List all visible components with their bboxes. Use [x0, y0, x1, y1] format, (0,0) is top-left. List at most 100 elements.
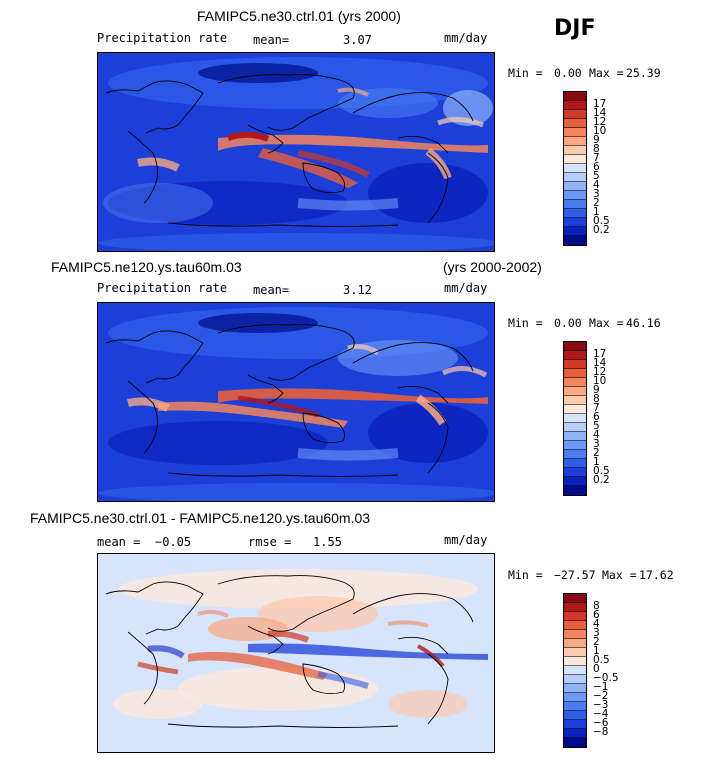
panel-3-rmse-value: 1.55: [313, 535, 342, 549]
colorbar-swatch: [564, 218, 586, 227]
colorbar-swatch: [564, 200, 586, 209]
colorbar-tick-label: 5: [593, 419, 600, 432]
colorbar-tick-label: 4: [593, 617, 600, 630]
panel-2-title-years: (yrs 2000-2002): [443, 259, 542, 275]
colorbar-tick-label: 2: [593, 196, 600, 209]
colorbar-swatch: [564, 146, 586, 155]
panel-2-mean-value: 3.12: [343, 283, 372, 297]
colorbar-tick-label: 0.2: [593, 473, 610, 486]
colorbar-tick-label: 7: [593, 151, 600, 164]
panel-2-max-value: 46.16: [626, 316, 661, 330]
colorbar-tick-label: 8: [593, 392, 600, 405]
colorbar-swatch: [564, 648, 586, 657]
panel-1-min-value: 0.00: [554, 66, 582, 80]
panel-1-colorbar-labels: 17 14 12 10 9 8 7 6 5 4 3 2 1 0.5 0.2: [593, 91, 633, 244]
colorbar-swatch: [564, 173, 586, 182]
colorbar-swatch: [564, 209, 586, 218]
panel-1-mean-label: mean=: [253, 33, 290, 47]
colorbar-swatch: [564, 459, 586, 468]
colorbar-tick-label: 8: [593, 142, 600, 155]
colorbar-tick-label: 3: [593, 187, 600, 200]
colorbar-swatch: [564, 119, 586, 128]
colorbar-tick-label: 12: [593, 365, 607, 378]
panel-1-max-label: Max =: [589, 66, 624, 80]
panel-3-colorbar: [563, 593, 587, 748]
colorbar-tick-label: 6: [593, 608, 600, 621]
colorbar-tick-label: 12: [593, 115, 607, 128]
colorbar-swatch: [564, 432, 586, 441]
colorbar-tick-label: 17: [593, 97, 607, 110]
colorbar-swatch: [564, 387, 586, 396]
panel-2-min-value: 0.00: [554, 316, 582, 330]
panel-3-title: FAMIPC5.ne30.ctrl.01 - FAMIPC5.ne120.ys.…: [30, 510, 371, 526]
colorbar-swatch: [564, 227, 586, 236]
colorbar-tick-label: −3: [593, 698, 609, 711]
colorbar-swatch: [564, 191, 586, 200]
panel-3-mean-label: mean =: [97, 535, 141, 549]
panel-3-min-value: −27.57: [554, 568, 596, 582]
colorbar-tick-label: 1: [593, 644, 600, 657]
colorbar-tick-label: 14: [593, 356, 607, 369]
colorbar-tick-label: −4: [593, 707, 609, 720]
colorbar-swatch: [564, 621, 586, 630]
colorbar-tick-label: −0.5: [593, 671, 619, 684]
colorbar-swatch: [564, 594, 586, 603]
panel-3-max-label: Max =: [602, 568, 637, 582]
panel-3-difference-map: [97, 553, 495, 753]
panel-1-colorbar: [563, 91, 587, 246]
colorbar-tick-label: 0.5: [593, 214, 610, 227]
colorbar-swatch: [564, 720, 586, 729]
colorbar-swatch: [564, 711, 586, 720]
colorbar-swatch: [564, 693, 586, 702]
panel-1-precip-map: [97, 52, 495, 252]
colorbar-swatch: [564, 92, 586, 101]
panel-3-colorbar-labels: 8 6 4 3 2 1 0.5 0 −0.5 −1 −2 −3 −4 −6 −8: [593, 593, 633, 746]
colorbar-tick-label: 8: [593, 599, 600, 612]
panel-2-colorbar-labels: 17 14 12 10 9 8 7 6 5 4 3 2 1 0.5 0.2: [593, 341, 633, 494]
panel-2-max-label: Max =: [589, 316, 624, 330]
colorbar-swatch: [564, 738, 586, 747]
panel-1-mean-value: 3.07: [343, 33, 372, 47]
colorbar-swatch: [564, 612, 586, 621]
panel-2-mean-label: mean=: [253, 283, 290, 297]
season-label: DJF: [554, 16, 596, 41]
colorbar-swatch: [564, 236, 586, 245]
panel-3-rmse-label: rmse =: [248, 535, 292, 549]
colorbar-tick-label: 1: [593, 205, 600, 218]
panel-3-max-value: 17.62: [639, 568, 674, 582]
colorbar-swatch: [564, 702, 586, 711]
colorbar-swatch: [564, 657, 586, 666]
colorbar-swatch: [564, 378, 586, 387]
colorbar-swatch: [564, 137, 586, 146]
colorbar-tick-label: 4: [593, 428, 600, 441]
colorbar-swatch: [564, 684, 586, 693]
colorbar-tick-label: 0.5: [593, 653, 610, 666]
panel-1-variable-label: Precipitation rate: [97, 31, 228, 45]
colorbar-tick-label: 0.5: [593, 464, 610, 477]
colorbar-tick-label: 3: [593, 437, 600, 450]
colorbar-tick-label: 17: [593, 347, 607, 360]
colorbar-swatch: [564, 396, 586, 405]
colorbar-tick-label: 3: [593, 626, 600, 639]
panel-2-title: FAMIPC5.ne120.ys.tau60m.03: [51, 259, 242, 275]
colorbar-tick-label: −2: [593, 689, 609, 702]
panel-2-variable-label: Precipitation rate: [97, 281, 228, 295]
panel-3-mean-value: −0.05: [155, 535, 192, 549]
colorbar-tick-label: 4: [593, 178, 600, 191]
colorbar-tick-label: 9: [593, 383, 600, 396]
panel-2-min-label: Min =: [508, 316, 543, 330]
colorbar-swatch: [564, 342, 586, 351]
colorbar-swatch: [564, 450, 586, 459]
colorbar-swatch: [564, 182, 586, 191]
colorbar-swatch: [564, 441, 586, 450]
colorbar-swatch: [564, 486, 586, 495]
panel-1-units: mm/day: [444, 31, 488, 45]
colorbar-tick-label: 6: [593, 410, 600, 423]
colorbar-tick-label: 5: [593, 169, 600, 182]
colorbar-swatch: [564, 414, 586, 423]
panel-1-max-value: 25.39: [626, 66, 661, 80]
colorbar-swatch: [564, 360, 586, 369]
colorbar-tick-label: 1: [593, 455, 600, 468]
colorbar-tick-label: 0: [593, 662, 600, 675]
colorbar-swatch: [564, 128, 586, 137]
